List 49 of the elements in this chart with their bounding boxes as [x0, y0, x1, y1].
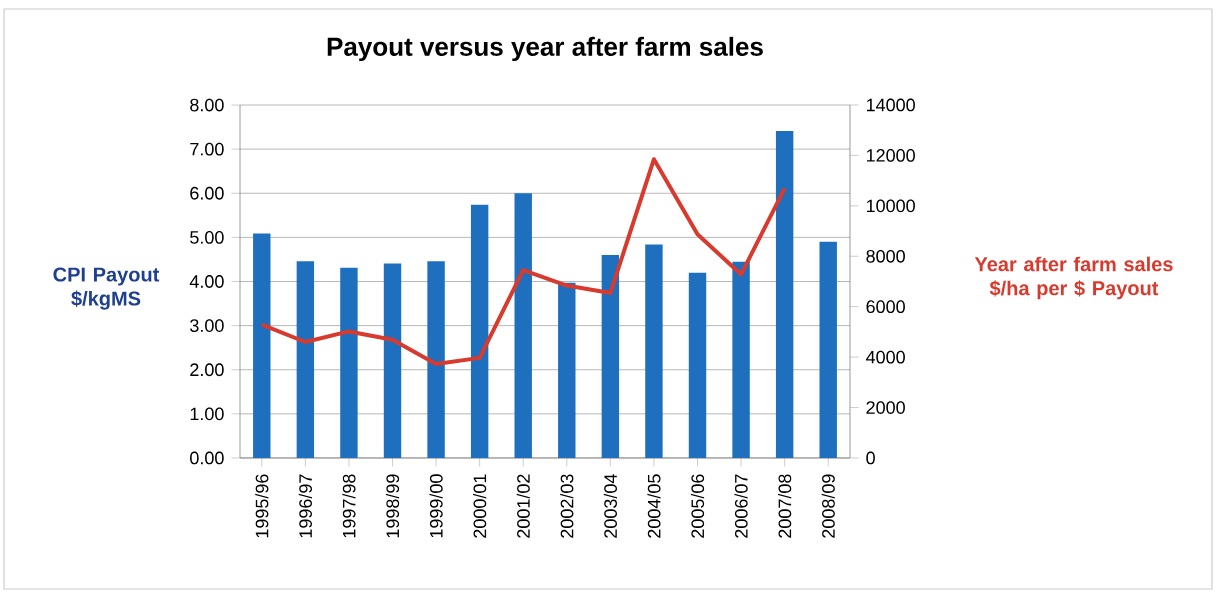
bar	[253, 233, 271, 458]
y2-tick-label: 8000	[866, 249, 905, 263]
bar	[427, 261, 445, 458]
y-tick-label: 2.00	[190, 363, 224, 377]
y2-tick-label: 4000	[866, 350, 905, 364]
y-tick-label: 6.00	[190, 186, 224, 200]
y2-tick-label: 12000	[866, 149, 915, 162]
y2-tick-label: 14000	[866, 98, 915, 112]
y-tick-label: 1.00	[190, 407, 224, 421]
x-tick-label: 2001/02	[516, 474, 530, 538]
x-tick-label: 1999/00	[429, 474, 443, 538]
chart-title: Payout versus year after farm sales	[327, 36, 763, 62]
x-tick-label: 2003/04	[603, 474, 617, 538]
y2-tick-label: 10000	[866, 199, 915, 213]
bar	[645, 244, 663, 458]
x-tick-label: 2004/05	[647, 474, 661, 538]
bar	[819, 241, 837, 458]
y2-tick-label: 2000	[866, 401, 905, 414]
bar	[296, 261, 315, 458]
y-tick-label: 3.00	[190, 319, 224, 333]
x-tick-label: 2008/09	[821, 474, 835, 538]
y2-tick-label: 0	[866, 451, 875, 465]
x-tick-label: 1996/97	[298, 474, 312, 538]
x-tick-label: 2006/07	[734, 474, 748, 538]
line-series	[259, 157, 787, 366]
y-tick-label: 0.00	[190, 451, 224, 465]
bar	[688, 272, 707, 458]
bar	[775, 131, 794, 458]
y-tick-label: 8.00	[190, 98, 224, 112]
bar	[732, 261, 750, 458]
x-tick-label: 2007/08	[778, 474, 792, 538]
bar	[340, 267, 358, 458]
x-tick-label: 1997/98	[342, 474, 356, 538]
x-tick-label: 2005/06	[690, 474, 705, 538]
y-tick-label: 4.00	[189, 275, 224, 288]
y2-tick-label: 6000	[866, 300, 905, 314]
y-axis-title: CPI Payout $/kgMS	[53, 267, 160, 310]
bar	[470, 204, 489, 458]
y-tick-label: 5.00	[190, 231, 224, 244]
y-tick-label: 7.00	[190, 142, 224, 156]
bar	[601, 255, 620, 458]
bar	[514, 193, 532, 458]
x-tick-label: 2002/03	[560, 474, 574, 538]
bar	[383, 263, 402, 458]
y2-axis-title: Year after farm sales $/ha per $ Payout	[974, 256, 1173, 300]
x-tick-label: 1998/99	[385, 474, 400, 538]
x-tick-label: 2000/01	[473, 474, 487, 538]
x-tick-label: 1995/96	[255, 474, 269, 538]
bar	[558, 282, 576, 458]
